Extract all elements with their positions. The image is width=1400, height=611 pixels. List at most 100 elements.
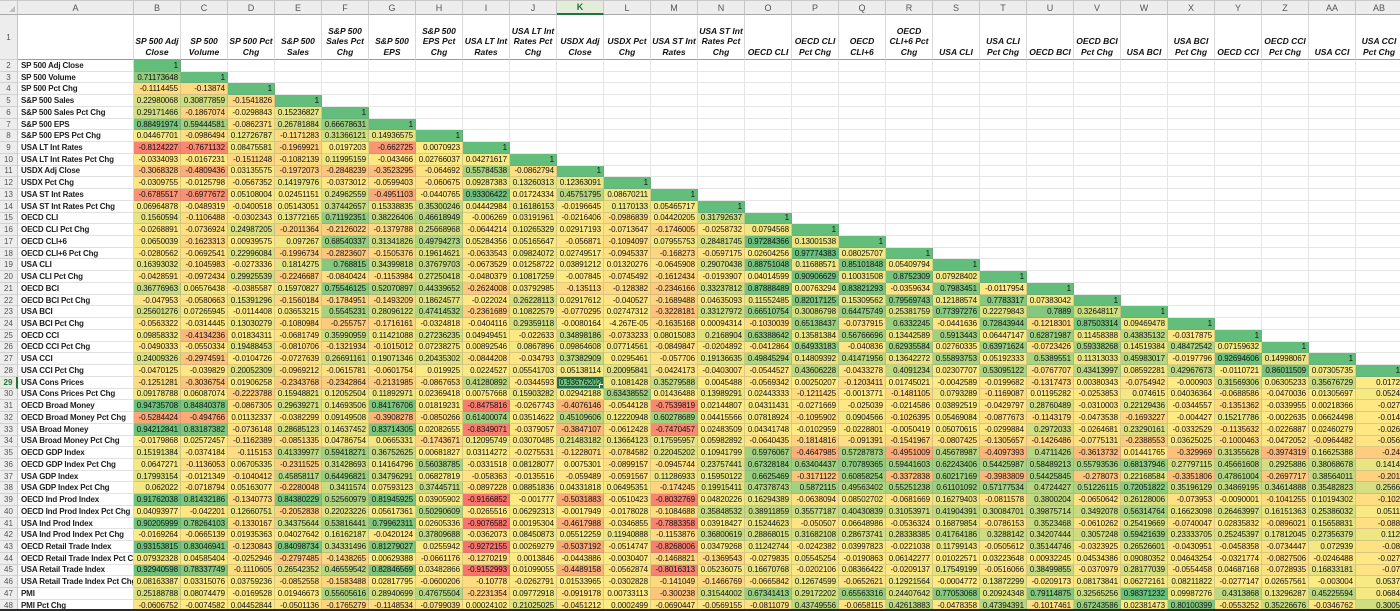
cell[interactable]: 0.19915411 — [698, 482, 745, 495]
cell[interactable] — [698, 153, 745, 166]
cell[interactable]: 0.15217786 — [1215, 412, 1262, 424]
cell[interactable]: 0.22980068 — [134, 95, 181, 107]
cell[interactable]: -0.0640435 — [745, 435, 792, 448]
cell[interactable]: 0.88491974 — [134, 118, 181, 131]
cell[interactable]: 0.08163387 — [134, 576, 181, 589]
cell[interactable]: -0.0896021 — [1262, 517, 1309, 530]
cell[interactable]: -0.1317473 — [1027, 376, 1074, 389]
cell[interactable]: -0.1162389 — [228, 435, 275, 448]
cell[interactable]: 0.29359118 — [510, 318, 557, 330]
cell[interactable] — [839, 95, 886, 107]
cell[interactable]: -0.0221038 — [886, 541, 933, 553]
cell[interactable]: 0.0172 — [1356, 376, 1400, 389]
cell[interactable]: -0.0505612 — [980, 541, 1027, 553]
cell[interactable]: 0.92694606 — [1215, 353, 1262, 366]
cell[interactable]: 0.00250207 — [792, 376, 839, 389]
row-header-27[interactable]: 27 — [0, 353, 18, 366]
row-header-7[interactable]: 7 — [0, 118, 18, 131]
cell[interactable]: 0.28685123 — [275, 423, 322, 436]
cell[interactable] — [839, 71, 886, 84]
cell[interactable] — [416, 83, 463, 96]
cell[interactable]: -0.1623313 — [181, 236, 228, 248]
cell[interactable] — [933, 165, 980, 178]
cell[interactable]: 0.27356379 — [1309, 529, 1356, 542]
cell[interactable]: 1 — [1074, 294, 1121, 307]
cell[interactable]: 0.41339977 — [275, 447, 322, 459]
series-header-cell[interactable]: OECD CLI Pct Chg — [792, 15, 839, 60]
cell[interactable] — [1168, 236, 1215, 248]
cell[interactable]: 0.23290161 — [1121, 423, 1168, 436]
cell[interactable]: -0.1143179 — [1027, 412, 1074, 424]
cell[interactable]: 0.24962559 — [322, 189, 369, 201]
cell[interactable]: -0.135113 — [557, 282, 604, 295]
cell[interactable]: 0.02460279 — [1309, 423, 1356, 436]
cell[interactable]: 0.25188788 — [134, 588, 181, 600]
cell[interactable]: 0.3411574 — [322, 482, 369, 495]
series-header-cell[interactable]: S&P 500 Sales Pct Chg — [322, 15, 369, 60]
cell[interactable]: 0.45751795 — [557, 189, 604, 201]
cell[interactable]: 0.09864608 — [557, 341, 604, 354]
cell[interactable]: -0.115153 — [228, 447, 275, 459]
cell[interactable]: 0.29172202 — [792, 588, 839, 600]
cell[interactable] — [1262, 83, 1309, 96]
cell[interactable]: -0.0550334 — [181, 341, 228, 354]
cell[interactable]: 0.0794568 — [745, 224, 792, 237]
cell[interactable]: 0.08211822 — [1168, 576, 1215, 589]
cell[interactable] — [1262, 189, 1309, 201]
cell[interactable]: 0.90906629 — [792, 271, 839, 283]
row-header-37[interactable]: 37 — [0, 470, 18, 483]
cell[interactable]: 0.03891212 — [557, 259, 604, 272]
cell[interactable] — [980, 153, 1027, 166]
cell[interactable]: 0.0075301 — [557, 458, 604, 471]
cell[interactable]: 0.52070897 — [369, 282, 416, 295]
column-header-O[interactable]: O — [745, 1, 792, 15]
cell[interactable]: 0.768815 — [322, 259, 369, 272]
cell[interactable]: -0.8475816 — [463, 400, 510, 413]
cell[interactable] — [1262, 306, 1309, 319]
cell[interactable] — [1309, 118, 1356, 131]
cell[interactable]: 0.66678631 — [322, 118, 369, 131]
cell[interactable]: -0.0736148 — [228, 423, 275, 436]
cell[interactable] — [1262, 236, 1309, 248]
cell[interactable]: 0.05236075 — [698, 564, 745, 577]
cell[interactable]: 0.04271617 — [463, 153, 510, 166]
cell[interactable]: 0.15309562 — [839, 294, 886, 307]
cell[interactable]: 0.84840378 — [181, 400, 228, 413]
cell[interactable]: -0.0404116 — [463, 318, 510, 330]
column-header-C[interactable]: C — [181, 1, 228, 15]
cell[interactable]: -0.6785517 — [134, 189, 181, 201]
cell[interactable]: -0.2346166 — [651, 282, 698, 295]
cell[interactable]: -0.1511248 — [228, 153, 275, 166]
cell[interactable]: -0.1743671 — [416, 435, 463, 448]
cell[interactable]: -0.1689488 — [651, 294, 698, 307]
cell[interactable]: 0.63438552 — [604, 388, 651, 401]
cell[interactable]: -0.2974591 — [181, 353, 228, 366]
cell[interactable] — [1309, 142, 1356, 154]
series-header-cell[interactable]: USDX Adj Close — [557, 15, 604, 60]
cell[interactable]: -0.0597175 — [698, 247, 745, 260]
cell[interactable]: 0.02657561 — [1262, 576, 1309, 589]
cell[interactable] — [1215, 200, 1262, 213]
cell[interactable]: -0.0737915 — [839, 318, 886, 330]
cell[interactable]: 0.08366422 — [839, 564, 886, 577]
row-label-cell[interactable]: USA ST Int Rates — [18, 189, 134, 201]
row-label-cell[interactable]: OECD Broad Money — [18, 400, 134, 413]
cell[interactable]: 0.4313868 — [1215, 588, 1262, 600]
cell[interactable] — [463, 71, 510, 84]
row-header-38[interactable]: 38 — [0, 482, 18, 495]
cell[interactable] — [1074, 130, 1121, 143]
cell[interactable]: 1 — [275, 95, 322, 107]
cell[interactable]: 0.13664123 — [604, 435, 651, 448]
cell[interactable] — [1121, 165, 1168, 178]
cell[interactable]: 0.01305697 — [1309, 388, 1356, 401]
cell[interactable] — [745, 200, 792, 213]
cell[interactable]: -0.0242382 — [792, 541, 839, 553]
cell[interactable]: 0.37382909 — [557, 353, 604, 366]
cell[interactable]: -0.9076582 — [463, 517, 510, 530]
cell[interactable]: 0.02747312 — [604, 306, 651, 319]
series-header-cell[interactable]: USA CLI — [933, 15, 980, 60]
cell[interactable]: 0.2566 — [1356, 482, 1400, 495]
cell[interactable]: 0.19071346 — [369, 353, 416, 366]
row-label-cell[interactable]: OECD CLI Pct Chg — [18, 224, 134, 237]
cell[interactable]: -0.1169087 — [980, 388, 1027, 401]
